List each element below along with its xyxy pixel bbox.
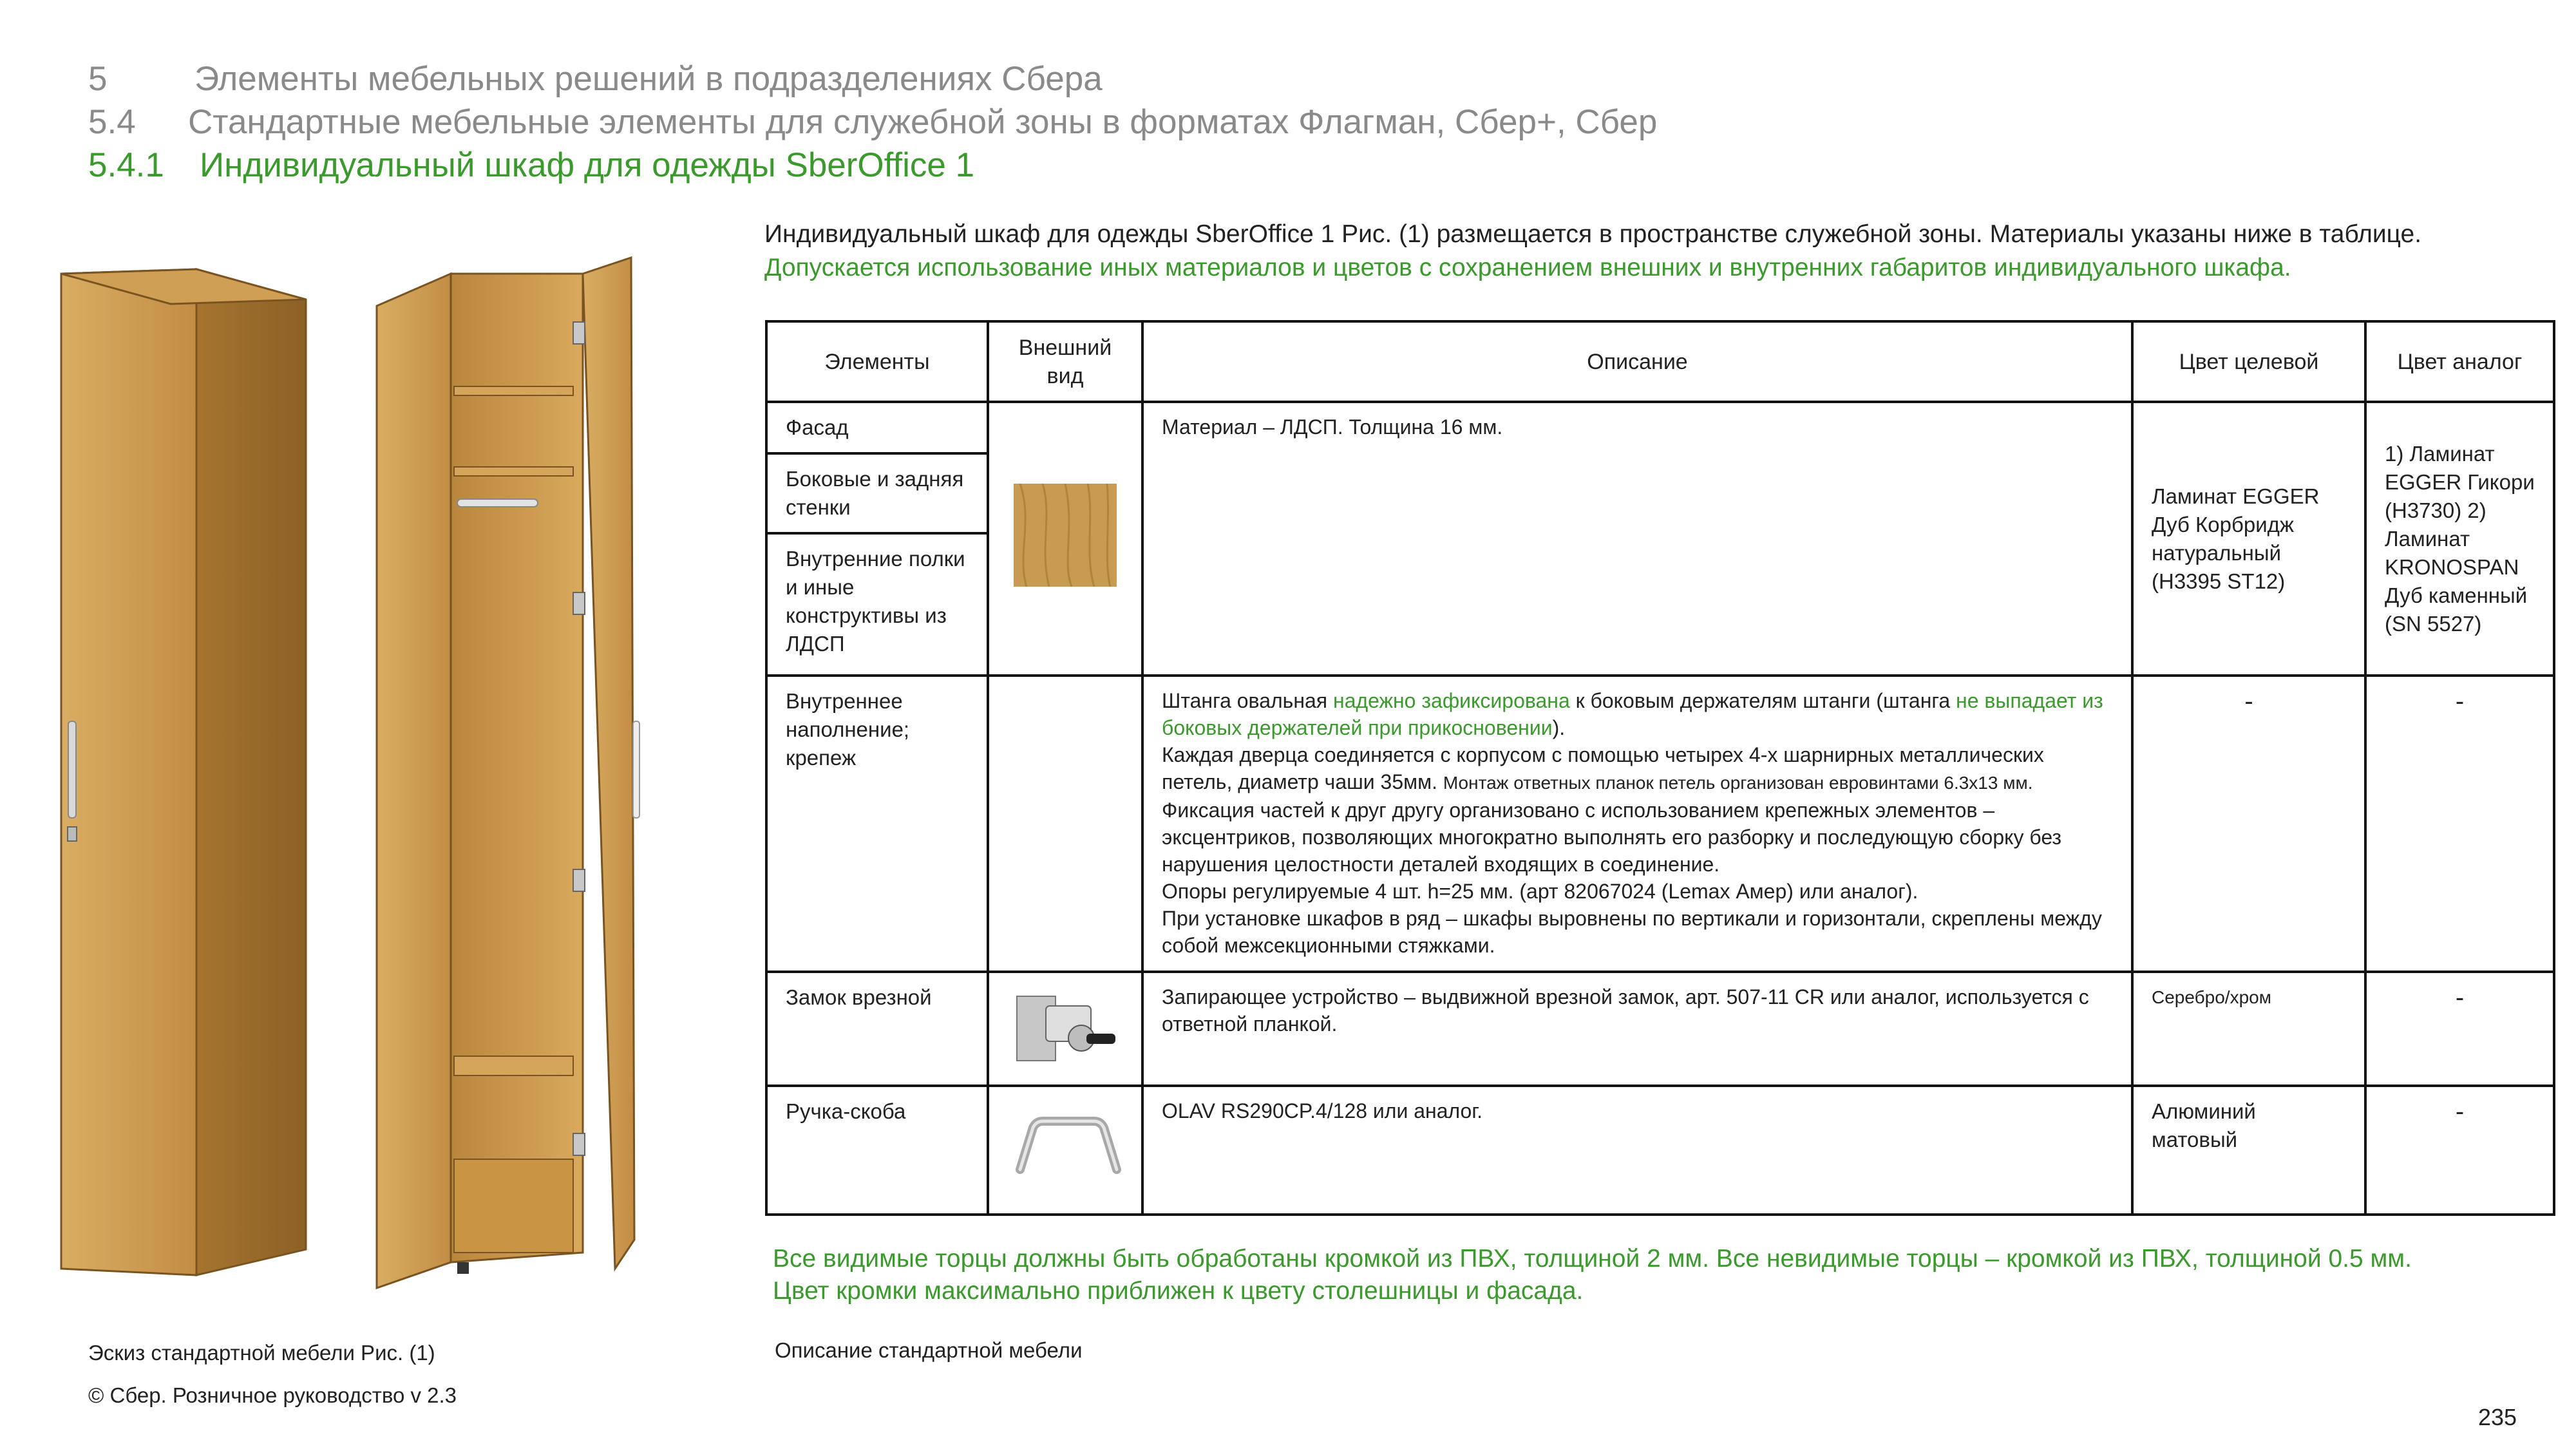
header-description: Описание — [1142, 321, 2132, 402]
breadcrumb-section-5: 5 Элементы мебельных решений в подразделе… — [88, 58, 1103, 100]
table-row: Замок врезной Запирающее устройство – вы… — [766, 972, 2554, 1086]
intro-part-2: Допускается использование иных материало… — [764, 254, 2291, 281]
header-elements: Элементы — [766, 321, 988, 402]
analog-color-cell: - — [2365, 676, 2554, 972]
sketch-caption: Эскиз стандартной мебели Рис. (1) — [88, 1341, 435, 1365]
desc-text: Опоры регулируемые 4 шт. h=25 мм. (арт 8… — [1162, 880, 1918, 903]
appearance-cell — [988, 972, 1142, 1086]
closed-cabinet — [61, 269, 306, 1275]
intro-part-1: Индивидуальный шкаф для одежды SberOffic… — [764, 220, 2421, 248]
desc-text: Штанга овальная — [1162, 689, 1327, 712]
table-row: Фасад Боковые и задняя стенки Внутренние… — [766, 402, 2554, 676]
section-number: 5.4 — [88, 101, 188, 144]
analog-color-cell: 1) Ламинат EGGER Гикори (H3730) 2) Ламин… — [2365, 402, 2554, 676]
element-side-walls: Боковые и задняя стенки — [768, 455, 987, 535]
description-cell: Штанга овальная надежно зафиксирована к … — [1142, 676, 2132, 972]
note-line: Цвет кромки максимально приближен к цвет… — [773, 1275, 2544, 1307]
element-cell: Ручка-скоба — [766, 1086, 988, 1215]
element-cell: Фасад Боковые и задняя стенки Внутренние… — [766, 402, 988, 676]
breadcrumb-section-5-4: 5.4 Стандартные мебельные элементы для сл… — [88, 101, 1657, 144]
desc-highlight: надежно зафиксирована — [1333, 689, 1570, 712]
desc-text-small: Монтаж ответных планок петель организова… — [1443, 773, 2033, 793]
description-caption: Описание стандартной мебели — [775, 1338, 1083, 1363]
cabinet-sketch — [52, 245, 670, 1301]
element-facade: Фасад — [768, 403, 987, 455]
section-number: 5 — [88, 58, 194, 100]
target-color-cell: Ламинат EGGER Дуб Корбридж натуральный (… — [2132, 402, 2365, 676]
appearance-cell — [988, 402, 1142, 676]
lock-image — [1010, 983, 1120, 1067]
target-color-cell: Алюминий матовый — [2132, 1086, 2365, 1215]
materials-table: Элементы Внешний вид Описание Цвет целев… — [765, 320, 2555, 1216]
open-cabinet — [377, 258, 639, 1288]
desc-text: к боковым держателям штанги (штанга — [1576, 689, 1950, 712]
analog-color-cell: - — [2365, 1086, 2554, 1215]
page-number: 235 — [2478, 1404, 2517, 1431]
target-color-cell: - — [2132, 676, 2365, 972]
desc-text: ). — [1553, 716, 1566, 739]
wood-sample-image — [1014, 484, 1117, 587]
appearance-cell — [988, 1086, 1142, 1215]
handle-image — [1007, 1112, 1130, 1182]
element-inner-shelves: Внутренние полки и иные конструктивы из … — [768, 535, 987, 668]
desc-text: Фиксация частей к друг другу организован… — [1162, 799, 2061, 876]
intro-text: Индивидуальный шкаф для одежды SberOffic… — [764, 218, 2555, 285]
analog-color-cell: - — [2365, 972, 2554, 1086]
header-analog-color: Цвет аналог — [2365, 321, 2554, 402]
section-title: Элементы мебельных решений в подразделен… — [194, 60, 1103, 98]
description-cell: Материал – ЛДСП. Толщина 16 мм. — [1142, 402, 2132, 676]
element-cell: Внутреннее наполнение; крепеж — [766, 676, 988, 972]
description-cell: OLAV RS290CP.4/128 или аналог. — [1142, 1086, 2132, 1215]
appearance-cell — [988, 676, 1142, 972]
copyright: © Сбер. Розничное руководство v 2.3 — [88, 1383, 457, 1408]
target-color-cell: Серебро/хром — [2132, 972, 2365, 1086]
edge-banding-note: Все видимые торцы должны быть обработаны… — [773, 1243, 2544, 1307]
element-cell: Замок врезной — [766, 972, 988, 1086]
section-number: 5.4.1 — [88, 144, 200, 187]
desc-text: При установке шкафов в ряд – шкафы выров… — [1162, 907, 2102, 957]
table-row: Внутреннее наполнение; крепеж Штанга ова… — [766, 676, 2554, 972]
section-title: Индивидуальный шкаф для одежды SberOffic… — [200, 146, 974, 184]
table-row: Ручка-скоба OLAV RS290CP.4/128 или анало… — [766, 1086, 2554, 1215]
header-target-color: Цвет целевой — [2132, 321, 2365, 402]
note-line: Все видимые торцы должны быть обработаны… — [773, 1243, 2544, 1275]
header-appearance: Внешний вид — [988, 321, 1142, 402]
table-header-row: Элементы Внешний вид Описание Цвет целев… — [766, 321, 2554, 402]
page-title: 5.4.1 Индивидуальный шкаф для одежды Sber… — [88, 144, 974, 187]
section-title: Стандартные мебельные элементы для служе… — [188, 103, 1657, 141]
description-cell: Запирающее устройство – выдвижной врезно… — [1142, 972, 2132, 1086]
